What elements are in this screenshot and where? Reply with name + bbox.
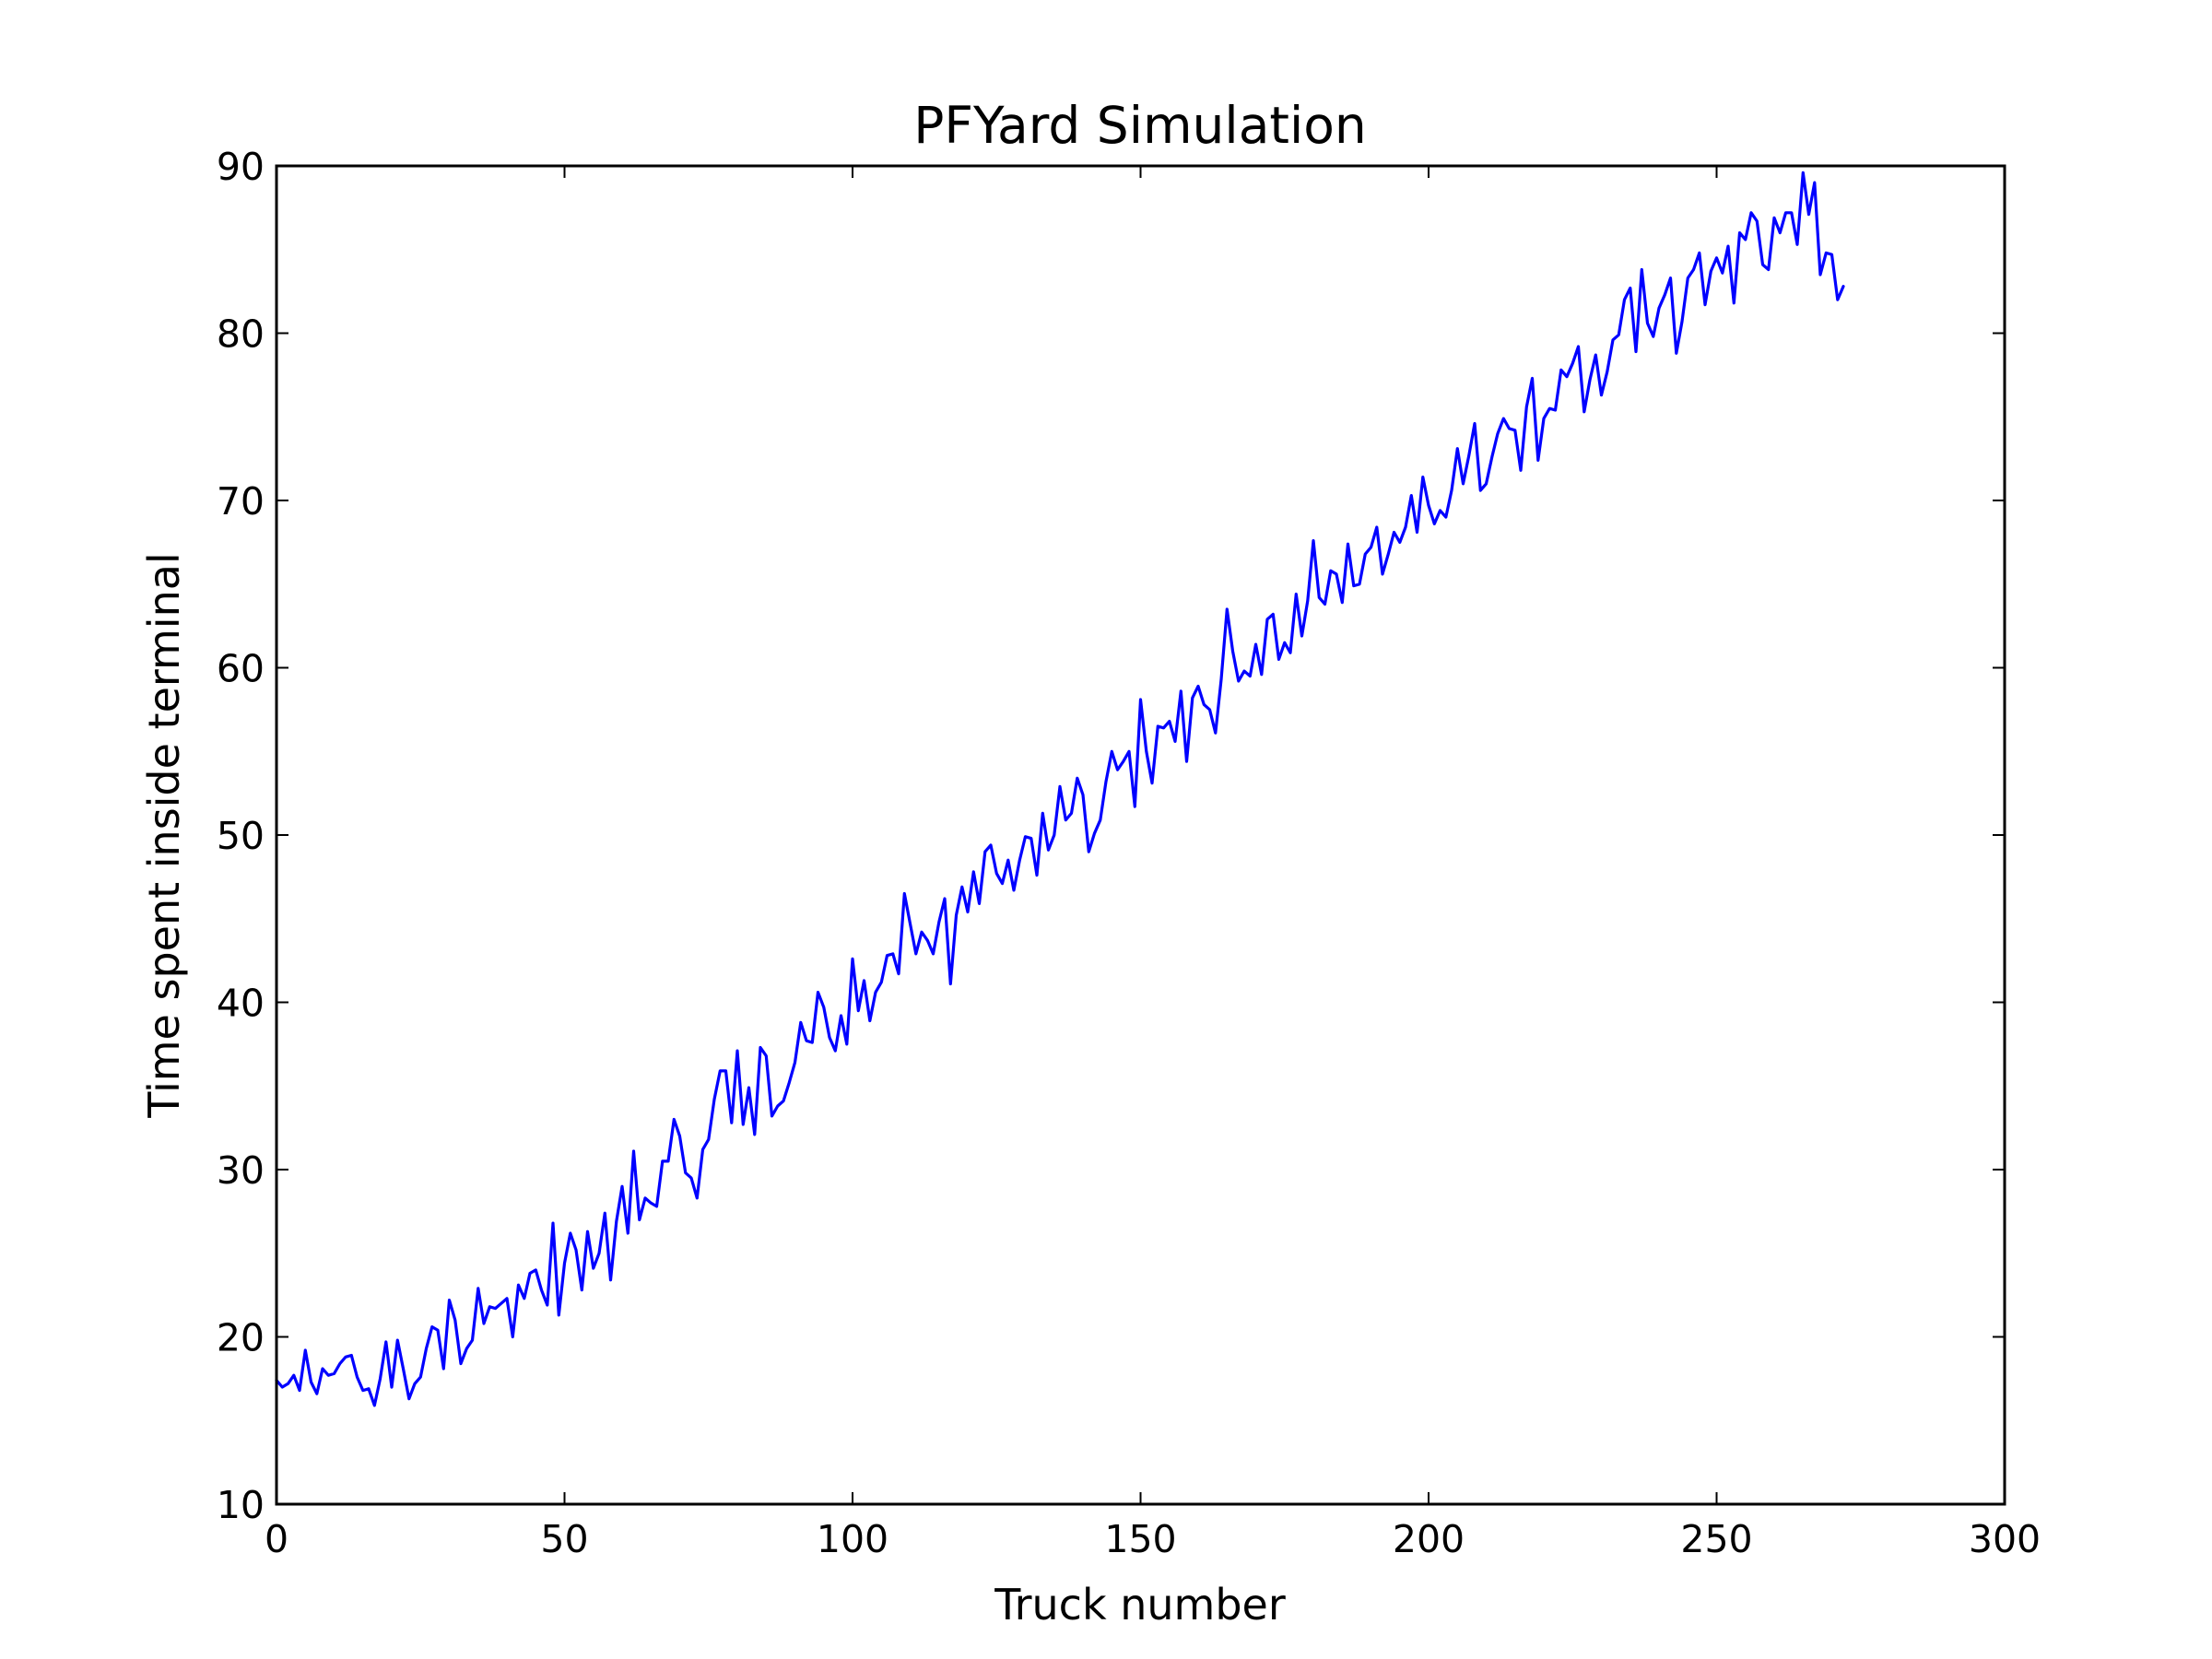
y-axis-label: Time spent inside terminal (139, 552, 189, 1118)
x-tick-label: 300 (1969, 1517, 2041, 1561)
y-tick-label: 50 (217, 814, 265, 858)
x-tick-label: 100 (817, 1517, 888, 1561)
series-layer (275, 171, 1845, 1407)
series-line (275, 171, 1845, 1407)
plot-area (276, 166, 2005, 1504)
y-tick-label: 70 (217, 479, 265, 524)
plot-frame (275, 164, 2006, 1506)
ticks: 0 50 100 150 200 250 300 10 20 30 40 50 60 70 80 90 (217, 145, 2041, 1561)
y-tick-label: 40 (217, 982, 265, 1026)
x-axis-label: Truck number (994, 1580, 1286, 1630)
x-tick-label: 250 (1680, 1517, 1752, 1561)
y-tick-label: 20 (217, 1316, 265, 1360)
y-tick-label: 80 (217, 312, 265, 357)
y-tick-label: 60 (217, 647, 265, 691)
y-tick-label: 90 (217, 145, 265, 189)
x-tick-label: 150 (1104, 1517, 1176, 1561)
chart-title: PFYard Simulation (913, 96, 1367, 155)
x-tick-label: 200 (1393, 1517, 1465, 1561)
y-tick-label: 30 (217, 1148, 265, 1193)
x-tick-label: 0 (265, 1517, 288, 1561)
x-tick-label: 50 (540, 1517, 588, 1561)
y-tick-label: 10 (217, 1483, 265, 1527)
